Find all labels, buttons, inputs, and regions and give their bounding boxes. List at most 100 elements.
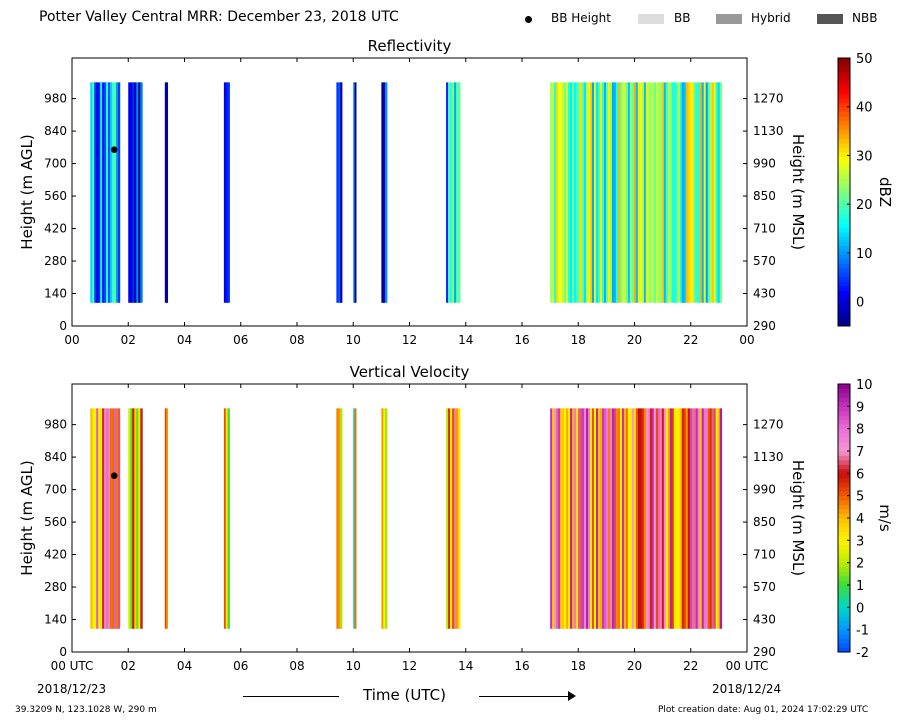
panel0-echo-8-column-7 [564,82,567,303]
panel1-colorbar-cell-21 [838,553,850,559]
panel0-echo-0-column-2 [94,82,97,303]
panel1-colorbar-cell-55 [838,401,850,407]
panel0-x-tick-label-10: 20 [627,333,642,347]
panel0-colorbar-cell-55 [838,75,850,81]
panel1-echo-1-column-4 [136,408,139,629]
panel1-echo-0-column-2 [94,408,97,629]
panel0-echo-8-column-32 [613,82,617,303]
panel0-colorbar-tick-label-1: 10 [856,247,873,262]
panel0-echo-1-column-5 [138,82,141,303]
panel1-colorbar-cell-52 [838,415,850,421]
panel0-echo-8-column-31 [611,82,615,303]
panel0-echo-1-column-6 [140,82,143,303]
panel1-echo-8-column-58 [665,408,669,629]
panel0-echo-1-column-4 [136,82,139,303]
panel1-echo-0-column-3 [96,408,99,629]
panel1-x-tick-label-3: 06 [233,659,248,673]
panel1-colorbar-cell-0 [838,647,850,653]
panel1-echo-7-column-4 [454,408,457,629]
panel1-echo-0-column-4 [98,408,101,629]
panel1-echo-8-column-2 [554,408,557,629]
panel1-echo-4-column-2 [340,408,343,629]
panel1-colorbar-cell-6 [838,620,850,626]
panel0-echo-8-column-53 [655,82,659,303]
panel1-echo-8-column-6 [562,408,565,629]
panel0-echo-2-column-1 [166,82,169,303]
panel0-echo-8-column-8 [566,82,569,303]
panel1-colorbar-cell-5 [838,625,850,631]
panel1-echo-8-column-23 [596,408,599,629]
x-end-date: 2018/12/24 [712,682,782,696]
panel0-colorbar-cell-3 [838,308,850,313]
panel1-echo-8-column-15 [580,408,583,629]
panel1-echo-8-column-67 [683,408,687,629]
panel0-y-tick-label-1: 140 [44,287,67,301]
panel0-echo-3-column-2 [227,82,230,303]
panel1-echo-8-column-12 [574,408,577,629]
panel1-echo-8-column-10 [570,408,573,629]
panel0-colorbar-cell-56 [838,71,850,77]
panel1-x-tick-label-11: 22 [683,659,698,673]
panel0-colorbar-cell-57 [838,66,850,72]
panel0-echo-8-column-61 [671,82,675,303]
panel1-colorbar-cell-30 [838,513,850,519]
panel0-colorbar-cell-13 [838,263,850,269]
panel0-echo-8-column-22 [594,82,597,303]
panel1-y-tick-label-2: 280 [44,580,67,594]
panel0-echo-8-column-81 [711,82,715,303]
panel1-y2-tick-label-1: 430 [753,613,776,627]
panel1-colorbar-cell-31 [838,509,850,514]
panel0-echo-8-column-23 [596,82,599,303]
legend-label-hybrid: Hybrid [751,11,791,25]
panel0-echo-0-column-7 [104,82,107,303]
panel0-echo-8-column-43 [635,82,639,303]
panel0-echo-8-column-46 [641,82,645,303]
panel0-echo-8-column-17 [584,82,587,303]
panel0-colorbar-cell-25 [838,209,850,215]
panel0-echo-8-column-74 [697,82,701,303]
panel1-echo-8-column-44 [637,408,641,629]
legend-label-bb: BB [674,11,691,25]
panel1-echo-8-column-14 [578,408,581,629]
panel1-colorbar-tick-label-11: 9 [856,400,864,415]
panel0-echo-8-column-39 [627,82,631,303]
panel0-x-tick-label-8: 16 [514,333,529,347]
panel1-y-tick-label-1: 140 [44,613,67,627]
panel0-y-axis-label: Height (m AGL) [18,134,36,249]
panel1-y2-tick-label-6: 1130 [753,450,784,464]
panel1-echo-8-column-35 [619,408,623,629]
panel1-echo-7-column-3 [452,408,455,629]
panel0-echo-8-column-1 [552,82,555,303]
panel0-echo-8-column-78 [705,82,709,303]
panel0-colorbar-cell-9 [838,281,850,287]
panel1-echo-0-column-0 [90,408,93,629]
figure-title: Potter Valley Central MRR: December 23, … [39,9,399,25]
panel1-echo-8-column-69 [687,408,691,629]
panel1-colorbar-cell-37 [838,482,850,488]
legend-label-nbb: NBB [852,11,878,25]
panel0-colorbar-cell-1 [838,317,850,322]
x-start-date: 2018/12/23 [37,682,107,696]
panel0-x-tick-label-7: 14 [458,333,473,347]
panel1-echo-8-column-51 [651,408,655,629]
panel0-echo-8-column-9 [568,82,571,303]
panel1-colorbar-cell-7 [838,616,850,622]
panel1-y-tick-label-3: 420 [44,548,67,562]
panel1-colorbar-cell-53 [838,410,850,416]
panel0-echo-1-column-0 [128,82,131,303]
panel1-x-tick-label-1: 02 [121,659,136,673]
panel0-echo-8-column-51 [651,82,655,303]
panel0-echo-4-column-0 [336,82,339,303]
panel0-x-tick-label-4: 08 [289,333,304,347]
panel0-y2-tick-label-5: 990 [753,157,776,171]
panel1-y2-tick-label-0: 290 [753,645,776,659]
panel1-echo-8-column-75 [699,408,703,629]
panel1-colorbar-cell-35 [838,491,850,497]
panel1-echo-8-column-73 [695,408,699,629]
panel0-echo-6-column-2 [385,82,388,303]
panel0-y-tick-label-2: 280 [44,254,67,268]
panel1-echo-6-column-2 [385,408,388,629]
panel1-echo-0-column-11 [111,408,115,629]
panel0-x-tick-label-2: 04 [177,333,192,347]
panel1-echo-8-column-0 [550,408,553,629]
